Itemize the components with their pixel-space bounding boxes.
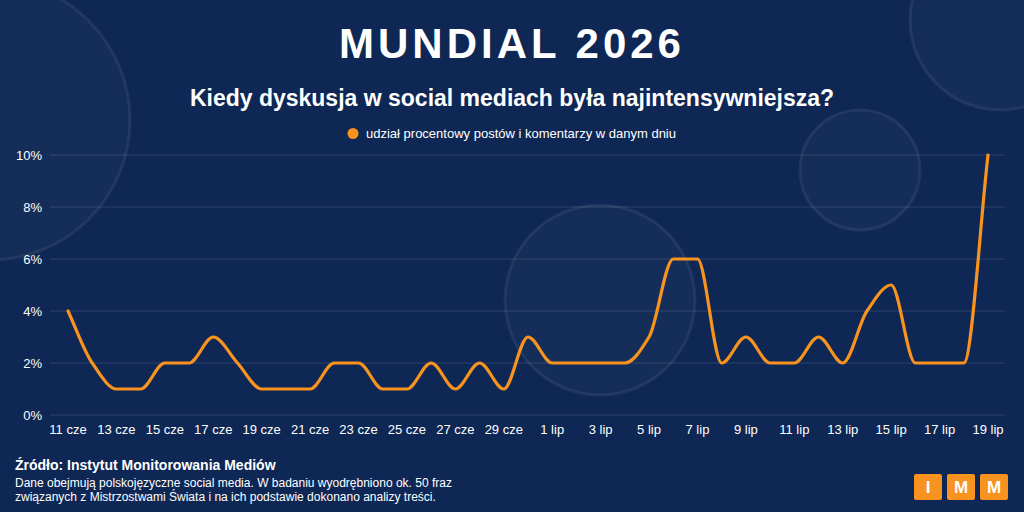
x-tick-label: 11 cze [49, 422, 86, 437]
series-line [68, 155, 988, 389]
x-tick-label: 7 lip [686, 422, 710, 437]
title: MUNDIAL 2026 [339, 20, 685, 67]
x-tick-label: 3 lip [589, 422, 613, 437]
y-tick-label: 2% [23, 356, 42, 371]
decoration-ball [505, 205, 695, 395]
x-tick-label: 15 cze [146, 422, 184, 437]
decoration-ball [0, 0, 130, 260]
decoration-ball [910, 0, 1024, 110]
logo-letter: M [954, 478, 968, 497]
x-tick-label: 5 lip [637, 422, 661, 437]
note: Dane obejmują polskojęzyczne social medi… [15, 476, 452, 490]
legend-marker [348, 128, 359, 139]
x-tick-label: 13 cze [97, 422, 135, 437]
legend: udział procentowy postów i komentarzy w … [348, 126, 676, 141]
logo: I MM [914, 474, 1008, 500]
source: Źródło: Instytut Monitorowania Mediów [15, 457, 276, 473]
x-tick-label: 29 cze [485, 422, 523, 437]
x-tick-label: 17 lip [924, 422, 955, 437]
logo-letter: M [987, 478, 1001, 497]
background [0, 0, 1024, 512]
y-tick-label: 4% [23, 304, 42, 319]
plot-area [68, 155, 988, 389]
x-tick-label: 25 cze [388, 422, 426, 437]
logo-box [947, 474, 975, 500]
x-tick-label: 19 lip [972, 422, 1003, 437]
x-tick-label: 19 cze [243, 422, 281, 437]
x-tick-label: 21 cze [291, 422, 329, 437]
y-tick-label: 0% [23, 408, 42, 423]
y-tick-label: 6% [23, 252, 42, 267]
legend-label: udział procentowy postów i komentarzy w … [366, 126, 676, 141]
grid-line [50, 311, 1005, 312]
subtitle: Kiedy dyskusja w social mediach była naj… [190, 85, 834, 111]
chart: MUNDIAL 2026 Kiedy dyskusja w social medi… [0, 0, 1024, 512]
x-tick-label: 23 cze [339, 422, 377, 437]
decoration [0, 0, 1024, 395]
note: związanych z Mistrzostwami Świata i na i… [15, 489, 436, 504]
grid-line [50, 415, 1005, 416]
grid-line [50, 155, 1005, 156]
x-tick-label: 17 cze [194, 422, 232, 437]
logo-box [980, 474, 1008, 500]
grid [50, 155, 1005, 415]
grid-line [50, 259, 1005, 260]
grid-line [50, 207, 1005, 208]
y-tick-label: 8% [23, 200, 42, 215]
x-tick-label: 9 lip [734, 422, 758, 437]
x-tick-label: 15 lip [876, 422, 907, 437]
x-tick-label: 11 lip [779, 422, 809, 437]
y-tick-label: 10% [16, 148, 42, 163]
decoration-ball [800, 110, 920, 230]
logo-letter: I [926, 478, 931, 497]
logo-box [914, 474, 942, 500]
x-tick-label: 27 cze [436, 422, 474, 437]
x-tick-label: 1 lip [540, 422, 564, 437]
x-tick-label: 13 lip [827, 422, 858, 437]
